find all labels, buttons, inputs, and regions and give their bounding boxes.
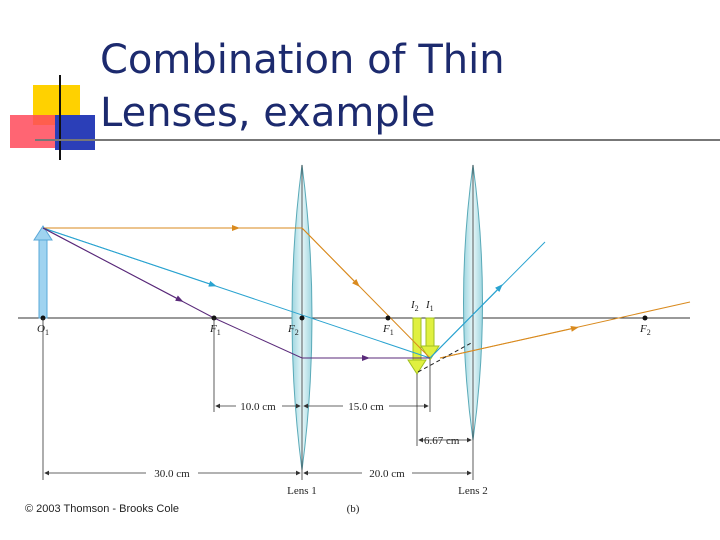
decoration	[10, 75, 720, 160]
point-label: I2	[410, 299, 419, 313]
point-label: F2	[287, 323, 299, 337]
subscript: 1	[45, 328, 49, 337]
subscript: 1	[217, 328, 221, 337]
point-label: F1	[209, 323, 221, 337]
distance-label: 15.0 cm	[348, 401, 384, 413]
letter: I	[425, 299, 431, 311]
letter: F	[209, 323, 217, 335]
distance-label: 20.0 cm	[369, 468, 405, 480]
panel-label: (b)	[347, 503, 360, 515]
point-label: F2	[639, 323, 651, 337]
title-line: Combination of Thin	[100, 37, 505, 83]
subscript: 1	[390, 328, 394, 337]
letter: F	[382, 323, 390, 335]
distance-label: 10.0 cm	[240, 401, 276, 413]
distance-label: 6.67 cm	[424, 435, 460, 447]
point-label: F1	[382, 323, 394, 337]
letter: I	[410, 299, 416, 311]
subscript: 2	[295, 328, 299, 337]
point-label: O1	[37, 323, 49, 337]
subscript: 2	[415, 304, 419, 313]
title-line: Lenses, example	[100, 90, 435, 136]
subscript: 2	[647, 328, 651, 337]
point-label: I1	[425, 299, 434, 313]
distance-label: 30.0 cm	[154, 468, 190, 480]
letter: O	[37, 323, 45, 335]
diagram	[18, 164, 691, 480]
credit: © 2003 Thomson - Brooks Cole	[25, 503, 179, 515]
letter: F	[287, 323, 295, 335]
lens-label: Lens 1	[287, 485, 317, 497]
letter: F	[639, 323, 647, 335]
subscript: 1	[430, 304, 434, 313]
lens-label: Lens 2	[458, 485, 488, 497]
